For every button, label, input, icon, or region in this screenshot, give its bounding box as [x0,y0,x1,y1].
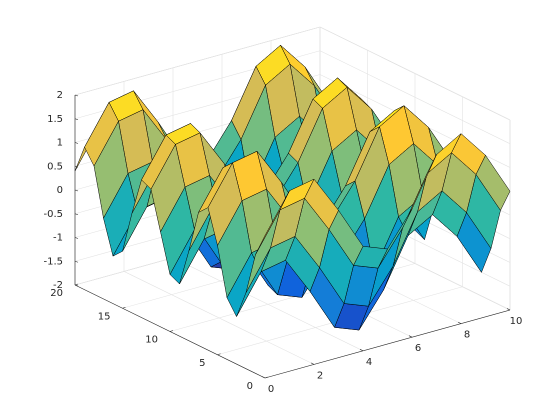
surface-patch [255,190,290,255]
z-tick-label: 1 [57,138,63,149]
x-tick-label: 10 [510,316,523,327]
y-tick-label: 20 [50,288,63,299]
x-tick-label: 8 [464,330,470,341]
y-tick-label: 0 [247,381,253,392]
x-tick-label: 2 [317,370,323,381]
z-tick-label: 0.5 [47,161,63,172]
x-tick [408,335,413,338]
z-tick-label: -1.5 [43,256,63,267]
z-tick-label: 2 [57,90,63,101]
y-tick-label: 10 [145,335,158,346]
x-tick [457,321,462,324]
z-tick-label: 0 [57,185,63,196]
y-tick [122,306,126,309]
z-tick-label: 1.5 [47,114,63,125]
x-tick [359,349,364,352]
z-tick [74,213,79,216]
x-tick [506,308,511,311]
grid-line [319,26,511,121]
y-tick-label: 5 [199,358,205,369]
y-tick [74,283,79,286]
z-tick [74,260,79,263]
z-tick [74,118,79,121]
x-tick [261,376,266,379]
y-tick [169,330,174,332]
z-tick [74,142,79,144]
z-tick [74,237,79,239]
x-tick-label: 0 [268,384,274,395]
z-tick [74,189,79,192]
z-tick-label: -2 [53,280,63,291]
x-tick [310,362,315,365]
y-tick-label: 15 [98,311,111,322]
z-tick [74,94,79,97]
z-tick [74,284,79,287]
x-axis [264,309,511,379]
z-tick-label: -1 [53,233,63,244]
grid-line [319,50,511,145]
grid-line [74,26,321,96]
x-tick-label: 6 [415,343,421,354]
y-tick [217,353,221,356]
z-tick-label: -0.5 [43,209,63,220]
x-tick-label: 4 [366,357,372,368]
y-tick [264,376,269,379]
